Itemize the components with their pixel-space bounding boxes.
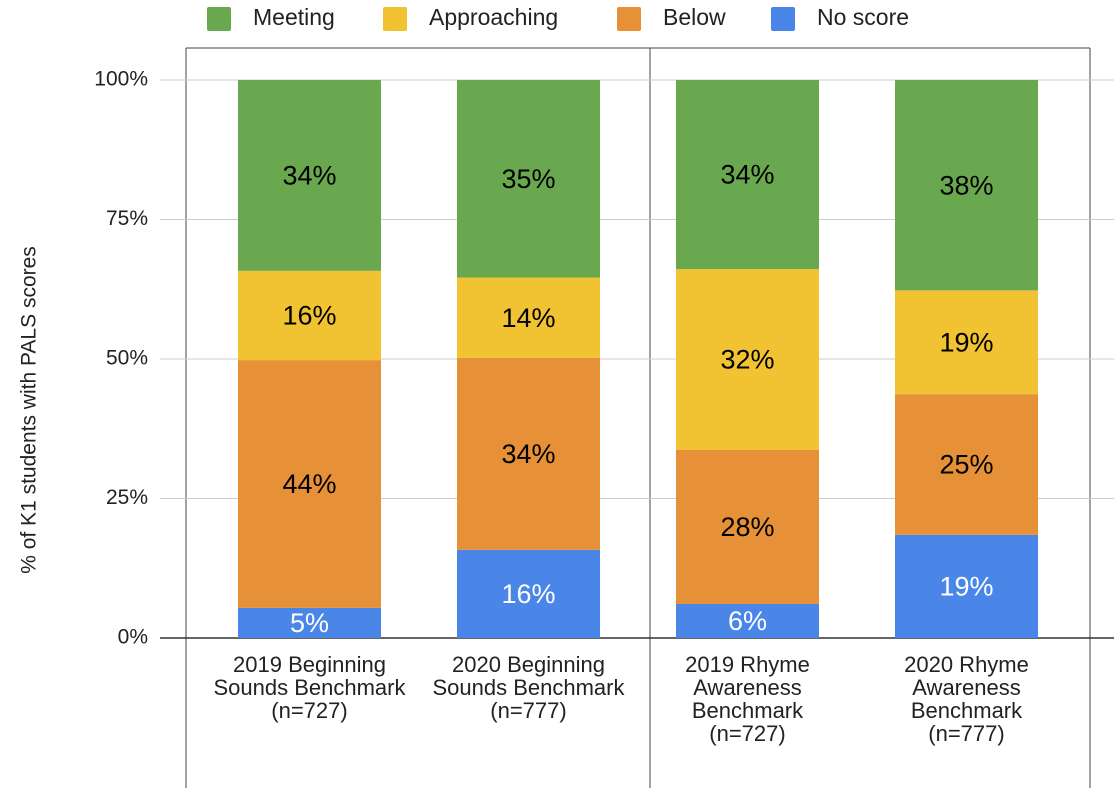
bar-segment bbox=[676, 269, 819, 450]
bar-segment bbox=[895, 394, 1038, 535]
bar-segment bbox=[676, 449, 819, 604]
data-label: 38% bbox=[939, 170, 993, 200]
data-label: 44% bbox=[282, 469, 336, 499]
x-tick-label: 2019 Beginning Sounds Benchmark (n=727) bbox=[213, 652, 406, 723]
x-tick-label: 2020 Beginning Sounds Benchmark (n=777) bbox=[432, 652, 625, 723]
legend-swatch bbox=[617, 7, 641, 31]
legend-label: Approaching bbox=[429, 4, 558, 30]
bar-segment bbox=[895, 534, 1038, 638]
bar-segment bbox=[238, 607, 381, 638]
y-tick-label: 50% bbox=[106, 347, 148, 370]
data-label: 34% bbox=[501, 439, 555, 469]
y-tick-label: 0% bbox=[118, 626, 148, 649]
data-label: 25% bbox=[939, 450, 993, 480]
data-label: 34% bbox=[720, 160, 774, 190]
legend-swatch bbox=[771, 7, 795, 31]
y-axis-title: % of K1 students with PALS scores bbox=[18, 246, 41, 574]
legend-label: Below bbox=[663, 4, 726, 30]
bar-segment bbox=[676, 603, 819, 638]
bar-segment bbox=[457, 549, 600, 638]
y-tick-label: 75% bbox=[106, 207, 148, 230]
legend-label: Meeting bbox=[253, 4, 335, 30]
x-tick-label: 2019 Rhyme Awareness Benchmark (n=727) bbox=[685, 652, 810, 746]
x-tick-label: 2020 Rhyme Awareness Benchmark (n=777) bbox=[904, 652, 1029, 746]
legend-swatch bbox=[383, 7, 407, 31]
data-label: 16% bbox=[282, 301, 336, 331]
y-tick-label: 25% bbox=[106, 486, 148, 509]
bar-segment bbox=[457, 80, 600, 278]
bar-segment bbox=[676, 80, 819, 270]
data-label: 14% bbox=[501, 303, 555, 333]
data-label: 32% bbox=[720, 345, 774, 375]
legend-swatch bbox=[207, 7, 231, 31]
y-tick-label: 100% bbox=[94, 68, 148, 91]
data-label: 5% bbox=[290, 608, 329, 638]
data-label: 35% bbox=[501, 164, 555, 194]
data-label: 16% bbox=[501, 579, 555, 609]
bar-segment bbox=[457, 357, 600, 550]
data-label: 6% bbox=[728, 606, 767, 636]
bar-segment bbox=[238, 80, 381, 271]
data-label: 34% bbox=[282, 161, 336, 191]
bar-segment bbox=[895, 80, 1038, 291]
bar-segment bbox=[238, 360, 381, 608]
bar-segment bbox=[238, 270, 381, 361]
data-label: 19% bbox=[939, 572, 993, 602]
data-label: 19% bbox=[939, 327, 993, 357]
bar-segment bbox=[457, 277, 600, 358]
data-label: 28% bbox=[720, 512, 774, 542]
bar-segment bbox=[895, 290, 1038, 395]
legend-label: No score bbox=[817, 4, 909, 30]
